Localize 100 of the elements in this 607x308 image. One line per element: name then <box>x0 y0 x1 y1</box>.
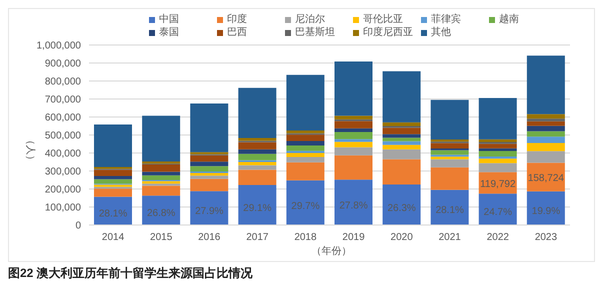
y-tick-label: 100,000 <box>44 202 82 214</box>
bar <box>526 131 565 137</box>
bar <box>286 156 324 162</box>
bar <box>334 147 372 156</box>
annotation: 24.7% <box>484 206 512 218</box>
bar <box>286 180 324 225</box>
annotation: 29.7% <box>291 200 320 212</box>
bar <box>430 167 469 190</box>
bar <box>238 138 276 141</box>
legend-label: 印度尼西亚 <box>363 26 413 39</box>
legend-label: 尼泊尔 <box>295 13 325 26</box>
bar <box>478 158 517 164</box>
bar <box>382 149 421 160</box>
bar <box>94 176 132 180</box>
bar <box>238 170 276 186</box>
bar <box>382 159 421 184</box>
bar <box>526 56 565 114</box>
bar <box>478 144 517 148</box>
bar <box>478 148 517 152</box>
bar <box>238 165 276 170</box>
y-tick-label: 700,000 <box>44 94 82 106</box>
bar <box>334 139 372 142</box>
bar <box>142 164 180 172</box>
bar <box>94 170 132 176</box>
bar <box>382 144 421 150</box>
annotation: 28.1% <box>436 205 464 216</box>
bar <box>190 162 228 166</box>
bar <box>142 186 180 196</box>
x-tick-label: 2016 <box>198 232 221 244</box>
bar <box>142 161 180 164</box>
bar <box>382 122 421 126</box>
bar <box>238 185 276 225</box>
x-tick-label: 2023 <box>534 232 558 244</box>
x-tick-label: 2019 <box>342 232 366 244</box>
data-label: 158,724 <box>528 173 564 184</box>
bar <box>478 98 517 140</box>
bar <box>190 178 228 192</box>
y-tick-label: 500,000 <box>44 130 82 142</box>
legend-label: 印度 <box>227 13 247 26</box>
bar <box>526 126 565 132</box>
bar <box>238 162 276 166</box>
bar <box>478 163 517 172</box>
bar <box>142 181 180 184</box>
x-tick-label: 2022 <box>486 232 510 244</box>
y-axis-title: （人） <box>24 135 36 165</box>
legend-label: 菲律宾 <box>431 13 461 26</box>
bar <box>286 134 324 141</box>
annotation: 26.3% <box>387 202 416 214</box>
bar <box>286 145 324 151</box>
bar <box>334 132 372 140</box>
bar <box>286 74 324 130</box>
x-axis-title: （年份） <box>310 245 352 259</box>
bar <box>286 140 324 146</box>
bar <box>526 136 565 143</box>
bar <box>190 172 228 176</box>
legend-label: 越南 <box>499 13 519 26</box>
bar <box>430 100 469 140</box>
bar <box>430 150 469 155</box>
bar <box>334 142 372 148</box>
y-tick-label: 900,000 <box>44 58 82 70</box>
legend-label: 中国 <box>159 13 179 26</box>
bar <box>478 156 517 159</box>
y-tick-label: 800,000 <box>44 76 82 88</box>
y-tick-label: 400,000 <box>44 148 82 160</box>
bar <box>334 116 372 120</box>
legend-label: 其他 <box>431 26 451 39</box>
bar <box>238 149 276 154</box>
data-label: 119,792 <box>480 178 516 190</box>
bar <box>382 138 421 142</box>
bar <box>190 166 228 172</box>
bar <box>190 191 228 225</box>
caption: 图22 澳大利亚历年前十留学生来源国占比情况 <box>8 265 254 282</box>
bar <box>94 196 132 225</box>
bar <box>430 156 469 160</box>
bar <box>334 155 372 180</box>
bar <box>334 128 372 132</box>
bar <box>142 116 180 162</box>
bar <box>142 175 180 180</box>
x-tick-label: 2017 <box>246 232 269 244</box>
bar <box>382 184 421 225</box>
x-tick-label: 2015 <box>150 232 173 244</box>
y-tick-label: 1,000,000 <box>36 40 82 52</box>
y-tick-label: 0 <box>75 220 82 232</box>
bar <box>526 151 565 163</box>
bar <box>526 121 565 126</box>
bar <box>382 71 421 122</box>
bar <box>382 134 421 138</box>
bar <box>334 180 372 225</box>
bar <box>238 154 276 160</box>
annotation: 19.9% <box>532 206 560 217</box>
bar <box>526 142 565 152</box>
bar <box>142 172 180 176</box>
bar <box>94 188 132 197</box>
bar <box>190 155 228 162</box>
bar <box>382 128 421 134</box>
bar <box>190 176 228 179</box>
x-tick-label: 2014 <box>102 232 125 244</box>
bar <box>430 159 469 168</box>
annotation: 27.8% <box>339 200 368 212</box>
y-tick-label: 200,000 <box>44 184 82 196</box>
